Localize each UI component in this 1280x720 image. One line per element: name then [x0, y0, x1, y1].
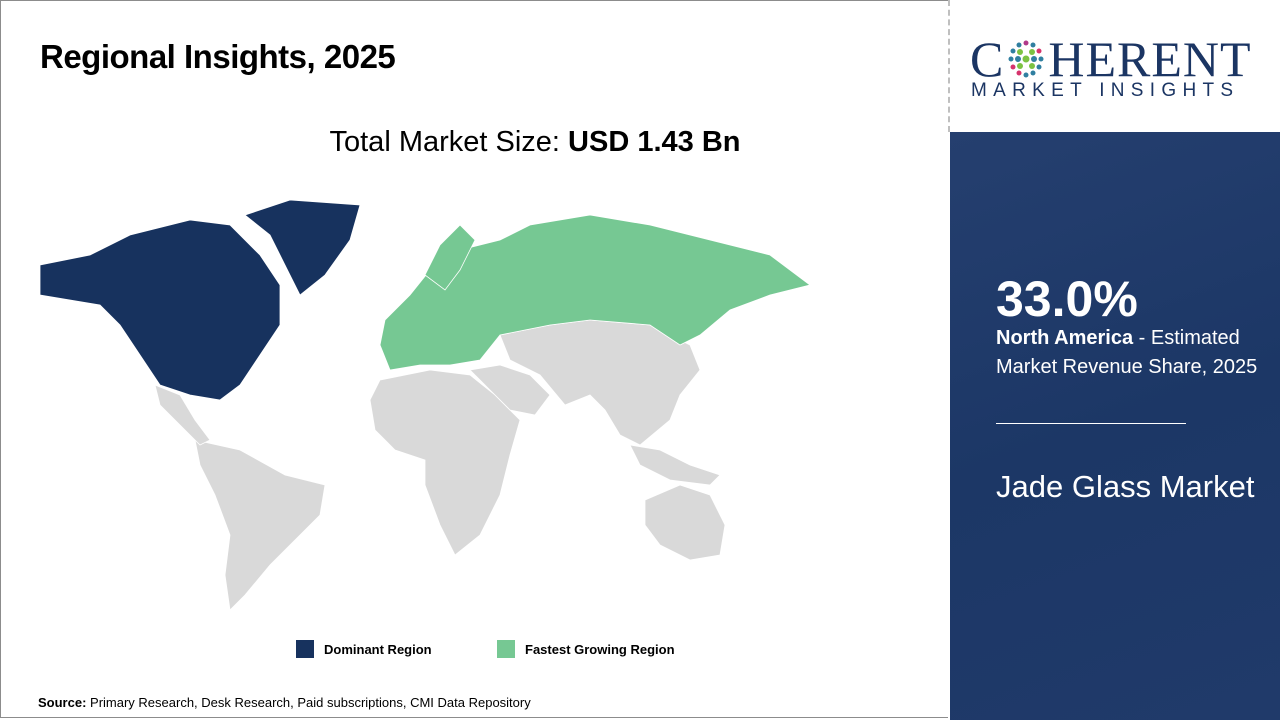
- region-europe-russia: [379, 214, 811, 371]
- page-title: Regional Insights, 2025: [40, 38, 396, 75]
- total-market-size: Total Market Size: USD 1.43 Bn: [0, 126, 1070, 159]
- total-label: Total Market Size:: [329, 126, 569, 158]
- legend-dominant: Dominant Region: [296, 640, 432, 658]
- share-region: North America: [996, 327, 1134, 349]
- panel-divider: [996, 423, 1186, 424]
- region-greenland: [244, 199, 361, 296]
- region-africa: [369, 369, 521, 556]
- highlight-panel: 33.0% North America - Estimated Market R…: [950, 132, 1280, 720]
- total-value: USD 1.43 Bn: [568, 126, 741, 158]
- share-desc-text: - Estimated Market Revenue Share, 2025: [996, 327, 1258, 378]
- region-middle-east: [469, 364, 551, 416]
- share-percent: 33.0%: [996, 271, 1138, 327]
- logo-rest: HERENT: [1048, 31, 1252, 87]
- company-logo: C HERENT MARKET INSIGHTS: [950, 0, 1280, 132]
- logo-c: C: [970, 31, 1005, 87]
- globe-dots-icon: [1008, 40, 1044, 78]
- market-name: Jade Glass Market: [996, 469, 1255, 504]
- divider: [948, 0, 950, 132]
- region-south-america: [194, 439, 326, 611]
- logo-tagline: MARKET INSIGHTS: [971, 80, 1240, 101]
- world-map: [39, 199, 811, 611]
- legend-label-dominant: Dominant Region: [324, 641, 432, 657]
- region-central-america: [154, 384, 211, 446]
- legend-swatch-dominant: [296, 640, 314, 658]
- region-scandinavia: [424, 224, 476, 291]
- source-note: Source: Primary Research, Desk Research,…: [38, 695, 531, 710]
- legend-label-fastest: Fastest Growing Region: [525, 641, 675, 657]
- logo-wordmark: C HERENT: [970, 30, 1252, 88]
- share-description: North America - Estimated Market Revenue…: [996, 324, 1271, 382]
- legend-swatch-fastest: [497, 640, 515, 658]
- region-australia: [644, 484, 726, 561]
- source-label: Source:: [38, 695, 87, 710]
- region-southeast-asia: [629, 444, 721, 486]
- region-north-america: [39, 219, 281, 401]
- legend-fastest: Fastest Growing Region: [497, 640, 675, 658]
- source-text: Primary Research, Desk Research, Paid su…: [86, 695, 531, 710]
- slide-frame: [0, 0, 948, 718]
